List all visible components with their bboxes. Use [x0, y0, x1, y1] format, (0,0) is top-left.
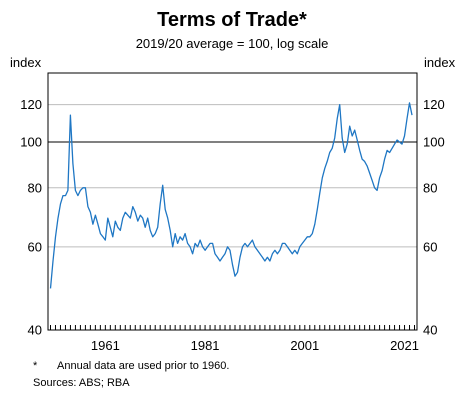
- y-tick-label-left-80: 80: [28, 180, 42, 195]
- terms-of-trade-series-line: [49, 102, 413, 289]
- y-tick-label-left-120: 120: [20, 97, 42, 112]
- sources-note: Sources: ABS; RBA: [33, 377, 130, 389]
- y-tick-label-left-100: 100: [20, 135, 42, 150]
- footnote: * Annual data are used prior to 1960.: [33, 360, 229, 372]
- y-tick-label-left-40: 40: [28, 323, 42, 338]
- chart-title: Terms of Trade*: [157, 9, 307, 31]
- footnote-text: Annual data are used prior to 1960.: [57, 360, 230, 372]
- plot-frame: [47, 72, 418, 331]
- y-tick-label-right-100: 100: [423, 135, 445, 150]
- y-tick-label-right-80: 80: [423, 180, 437, 195]
- chart-subtitle: 2019/20 average = 100, log scale: [135, 36, 329, 51]
- right-axis-unit-label: index: [424, 55, 456, 70]
- x-tick-label-1981: 1981: [191, 338, 220, 353]
- y-tick-label-right-120: 120: [423, 97, 445, 112]
- footnote-mark: *: [33, 360, 38, 372]
- x-tick-label-2021: 2021: [390, 338, 419, 353]
- x-tick-label-1961: 1961: [91, 338, 120, 353]
- x-tick-label-2001: 2001: [290, 338, 319, 353]
- y-tick-label-right-40: 40: [423, 323, 437, 338]
- left-axis-unit-label: index: [10, 55, 42, 70]
- y-tick-label-right-60: 60: [423, 239, 437, 254]
- y-tick-label-left-60: 60: [28, 239, 42, 254]
